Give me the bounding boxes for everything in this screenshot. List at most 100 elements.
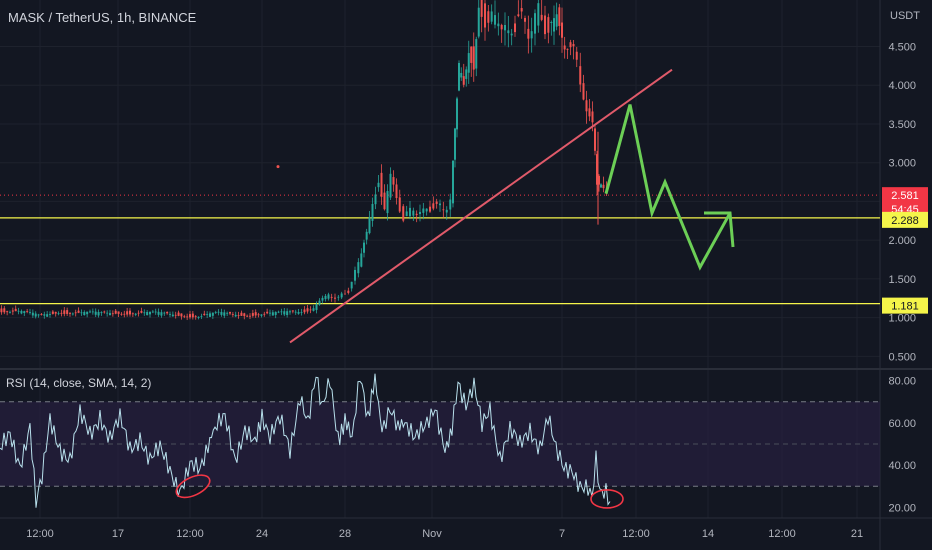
projection-arrowhead [704,211,735,248]
candle-body [297,311,300,314]
candle-body [266,311,269,314]
candle-body [106,312,109,314]
candle-body [575,51,578,60]
price-tick-label: 1.500 [888,274,916,286]
level-tag [882,211,928,228]
candle-body [555,14,558,27]
candle-body [246,315,249,317]
candle-body [553,18,555,32]
candle-body [169,313,171,315]
candle-body [20,310,23,314]
candle-body [321,297,324,301]
candle-body [180,313,183,317]
candle-body [100,312,103,314]
candle-body [602,184,605,189]
time-tick-label: 12:00 [176,528,204,540]
candle-body [160,312,163,316]
candle-body [484,3,486,28]
candle-body [63,310,66,314]
candle-body [11,310,14,312]
candle-body [315,304,318,310]
candle-body [458,63,460,91]
candle-body [237,315,240,316]
candle-body [174,314,177,316]
candle-body [520,8,523,12]
candle-body [300,312,303,314]
current-price-value: 2.581 [891,190,919,202]
candle-body [49,314,51,315]
candle-body [324,295,327,300]
candle-body [392,177,395,185]
candle-body [547,17,550,33]
candle-body [74,312,77,314]
time-tick-label: 17 [112,528,124,540]
candle-body [530,31,533,39]
candle-body [380,172,383,197]
candle-body [445,209,448,213]
candle-body [449,199,452,210]
candle-body [154,311,157,313]
candle-body [134,313,137,315]
candle-body [269,312,271,314]
price-tick-label: 2.000 [888,235,916,247]
candle-body [363,242,365,253]
candle-body [157,311,160,315]
candle-body [289,311,291,313]
candle-body [487,11,490,23]
candle-body [327,294,330,299]
candle-body [374,194,377,205]
candle-body [309,309,312,311]
price-tick-label: 4.500 [888,41,916,53]
candle-body [386,191,389,214]
candle-body [389,173,392,198]
candle-body [260,314,263,316]
candle-body [395,184,398,199]
level-tag-label: 2.288 [891,215,919,227]
candle-body [249,315,251,317]
candle-body [402,206,405,221]
projection-path [604,104,732,271]
candle-body [131,313,134,315]
candle-body [6,311,9,313]
candle-body [29,312,31,313]
price-tick-label: 3.000 [888,158,916,170]
time-tick-label: 7 [559,528,565,540]
chart-title: MASK / TetherUS, 1h, BINANCE [8,10,197,25]
candle-body [243,313,246,317]
candle-body [23,311,26,314]
candle-body [429,206,431,212]
candle-body [561,22,563,38]
candle-body [490,11,493,22]
candle-body [143,312,146,314]
candle-body [456,98,458,130]
rsi-title: RSI (14, close, SMA, 14, 2) [6,376,152,390]
candle-body [271,312,274,316]
candle-body [504,25,506,31]
candle-body [166,311,169,314]
candle-body [337,296,340,298]
candle-body [277,311,280,313]
candle-body [312,308,315,311]
candle-body [91,311,94,313]
candle-body [594,128,596,151]
candle-body [572,44,575,47]
candle-body [206,314,209,315]
candle-body [517,14,520,17]
candle-body [226,312,229,314]
candle-body [283,311,286,315]
candle-body [432,203,435,209]
candle-body [34,313,37,317]
candle-body [306,308,309,312]
candle-body [220,311,223,315]
level-tag [882,297,928,314]
time-tick-label: 24 [256,528,268,540]
candle-body [86,311,89,315]
candle-body [330,296,333,298]
rsi-annotation-circle [175,474,211,499]
candle-body [419,211,421,214]
time-tick-label: 28 [339,528,351,540]
candle-body [114,310,117,314]
candle-body [140,310,143,313]
candle-body [51,311,54,314]
